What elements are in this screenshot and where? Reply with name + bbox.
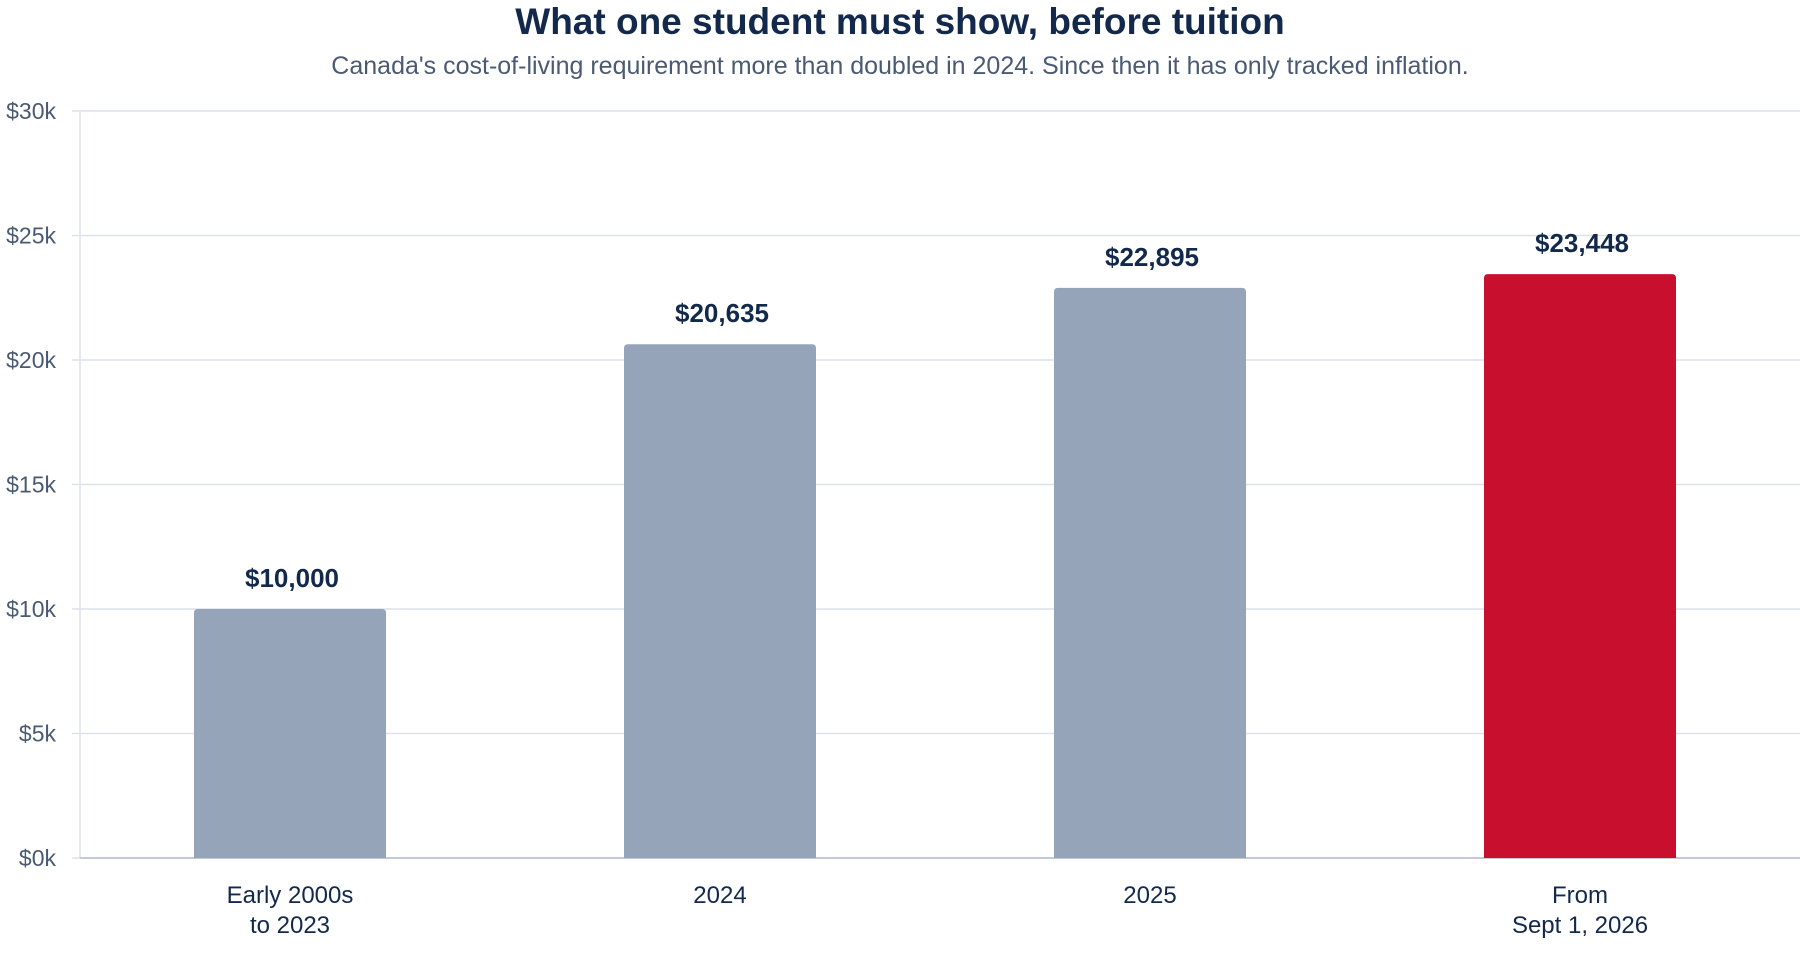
chart-subtitle: Canada's cost-of-living requirement more… — [331, 52, 1469, 80]
y-tick-label: $15k — [6, 472, 56, 498]
value-label: $22,895 — [1105, 242, 1199, 272]
value-label: $10,000 — [245, 563, 339, 593]
value-labels: $10,000 $20,635 $22,895 $23,448 — [245, 228, 1629, 593]
x-tick-label: 2024 — [693, 882, 746, 909]
y-tick-label: $25k — [6, 223, 56, 249]
x-tick-label-line: From — [1552, 882, 1608, 909]
x-tick-label-line: to 2023 — [250, 912, 330, 939]
bar — [1054, 287, 1246, 858]
bar — [624, 344, 816, 859]
bar — [1484, 274, 1676, 859]
x-tick-label: From Sept 1, 2026 — [1512, 882, 1648, 939]
x-tick-label-line: 2025 — [1123, 882, 1176, 909]
y-tick-label: $30k — [6, 98, 56, 124]
y-tick-label: $20k — [6, 347, 56, 373]
bars — [194, 274, 1676, 859]
y-tick-labels: $0k $5k $10k $15k $20k $25k $30k — [6, 98, 56, 871]
x-tick-label: Early 2000s to 2023 — [227, 882, 354, 939]
x-tick-label-line: Early 2000s — [227, 882, 354, 909]
x-tick-label-line: Sept 1, 2026 — [1512, 912, 1648, 939]
x-tick-labels: Early 2000s to 2023 2024 2025 From Sept 1, 20… — [227, 882, 1648, 939]
chart-title: What one student must show, before tuiti… — [515, 1, 1285, 42]
x-tick-label: 2025 — [1123, 882, 1176, 909]
bar — [194, 609, 386, 858]
value-label: $23,448 — [1535, 228, 1629, 258]
y-tick-label: $0k — [19, 845, 57, 871]
value-label: $20,635 — [675, 298, 769, 328]
y-tick-label: $10k — [6, 596, 56, 622]
y-tick-label: $5k — [19, 721, 57, 747]
x-tick-label-line: 2024 — [693, 882, 746, 909]
